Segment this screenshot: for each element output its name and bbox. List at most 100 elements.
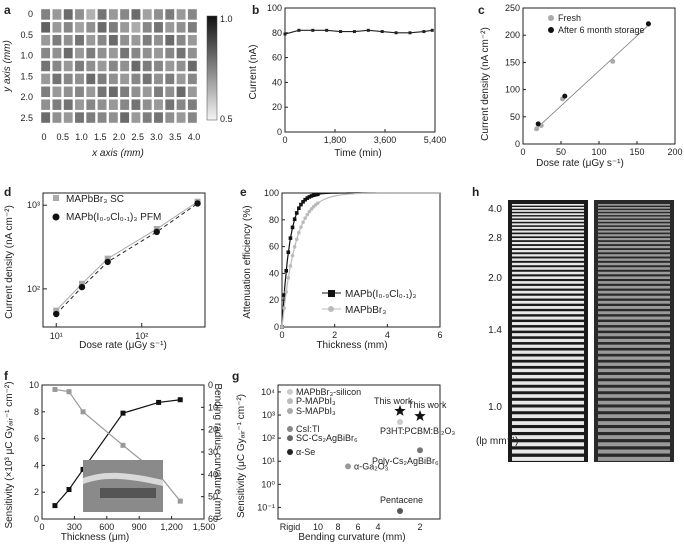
e-line-2	[281, 192, 441, 328]
heatmap-cell	[187, 22, 197, 33]
f-point-bending	[177, 498, 183, 504]
heatmap-cell	[97, 22, 107, 33]
f-ylabel: Sensitivity (×10³ μC Gyₐᵢᵣ⁻¹ cm⁻²)	[4, 381, 15, 528]
h-right-line	[598, 449, 670, 454]
e-point-1	[284, 268, 289, 273]
h-left-line	[512, 254, 584, 257]
heatmap-cell	[120, 86, 130, 98]
h-left-line	[512, 449, 584, 454]
d-legend-2: MAPb(I₀.₉Cl₀.₁)₃ PFM	[66, 212, 161, 223]
c-x-tick: 150	[629, 147, 644, 157]
chart-b: 0 1,800 3,600 5,400 0 20 40 60 80 100	[267, 3, 446, 145]
a-x-tick: 4.0	[188, 132, 201, 142]
heatmap-cell	[86, 22, 96, 33]
h-left-line	[512, 213, 584, 216]
h-left-line	[512, 316, 584, 320]
heatmap-cell	[41, 22, 51, 33]
h-right-line	[598, 387, 670, 392]
f-point-sensitivity	[66, 487, 72, 493]
heatmap-cell	[131, 112, 141, 123]
g-ylabel: Sensitivity (μC Gyₐᵢᵣ⁻¹ cm⁻²)	[236, 394, 247, 518]
heatmap-cell	[142, 112, 152, 123]
e-point-1	[294, 211, 299, 215]
panel-label-g: g	[232, 369, 239, 383]
h-tick-label: 2.8	[488, 233, 502, 244]
b-point	[408, 31, 412, 35]
h-left-line	[512, 394, 584, 398]
panel-label-a: a	[4, 3, 11, 17]
g-x-tick: Rigid	[280, 522, 301, 532]
f-y2-tick: 60	[208, 514, 218, 524]
panel-label-c: c	[478, 3, 485, 17]
b-x-tick: 1,800	[324, 135, 347, 145]
g-point-label: This work	[374, 396, 413, 406]
b-y-tick: 0	[277, 127, 282, 137]
c-y-tick: 150	[505, 57, 520, 67]
heatmap-cell	[41, 73, 51, 85]
heatmap-cell	[52, 9, 62, 20]
e-y-tick: 60	[269, 242, 279, 252]
f-y2-tick: 10	[208, 402, 218, 412]
a-x-tick: 0	[41, 132, 46, 142]
heatmap-cell	[165, 60, 175, 72]
e-point-2	[284, 290, 289, 294]
a-y-tick: 1.0	[20, 51, 33, 61]
b-xlabel: Time (min)	[334, 148, 381, 159]
heatmap-cell	[108, 112, 118, 123]
heatmap-cell	[187, 60, 197, 72]
b-x-tick: 0	[282, 135, 287, 145]
h-left-line	[512, 381, 584, 385]
f-point-bending	[80, 409, 86, 415]
f-x-tick: 0	[39, 522, 44, 532]
heatmap-cell	[142, 99, 152, 110]
heatmap-cell	[154, 99, 163, 110]
heatmap-cell	[165, 86, 175, 98]
h-left-line	[512, 207, 584, 209]
b-x-tick: 5,400	[424, 135, 447, 145]
f-y2-tick: 40	[208, 469, 218, 479]
h-right-line	[598, 250, 670, 253]
h-left-line	[512, 216, 584, 219]
heatmap-cell	[63, 47, 73, 59]
heatmap-cell	[154, 47, 163, 59]
h-right-line	[598, 362, 670, 366]
e-point-1	[311, 193, 316, 198]
f-y-tick: 8	[34, 407, 39, 417]
a-x-tick: 1.5	[94, 132, 107, 142]
heatmap-cell	[165, 34, 175, 46]
g-point	[397, 508, 403, 515]
e-point-2	[297, 230, 301, 235]
e-point-2	[303, 216, 307, 220]
heatmap-cell	[52, 112, 62, 123]
heatmap-cell	[176, 73, 186, 85]
h-left-line	[512, 456, 584, 461]
d-point-1	[53, 307, 60, 314]
h-right-line	[598, 381, 670, 385]
h-tick-label: 1.0	[488, 402, 502, 413]
heatmap-cell	[165, 47, 175, 59]
f-xlabel: Thickness (μm)	[61, 532, 130, 543]
h-left-line	[512, 262, 584, 266]
heatmap-cell	[52, 34, 62, 46]
e-point-2	[288, 264, 293, 268]
h-left-line	[512, 276, 584, 279]
heatmap-cell	[97, 34, 107, 46]
b-point	[352, 30, 356, 34]
heatmap-cell	[75, 34, 84, 46]
e-point-1	[286, 250, 291, 255]
f-y-tick: 10	[29, 380, 39, 390]
h-left-line	[512, 300, 584, 304]
e-point-2	[309, 207, 314, 211]
panel-label-h: h	[472, 185, 479, 199]
a-x-tick: 3.5	[169, 132, 182, 142]
h-left-line	[512, 442, 584, 447]
a-xlabel: x axis (mm)	[91, 148, 144, 159]
heatmap-cell	[120, 99, 130, 110]
heatmap-cell	[131, 9, 141, 20]
e-y-tick: 0	[274, 322, 279, 332]
h-left-line	[512, 435, 584, 440]
a-y-ticks: 0 0.5 1.0 1.5 2.0 2.5	[20, 9, 33, 123]
b-y-tick: 20	[272, 102, 282, 112]
f-y-tick: 4	[34, 460, 39, 470]
b-point	[380, 30, 384, 34]
